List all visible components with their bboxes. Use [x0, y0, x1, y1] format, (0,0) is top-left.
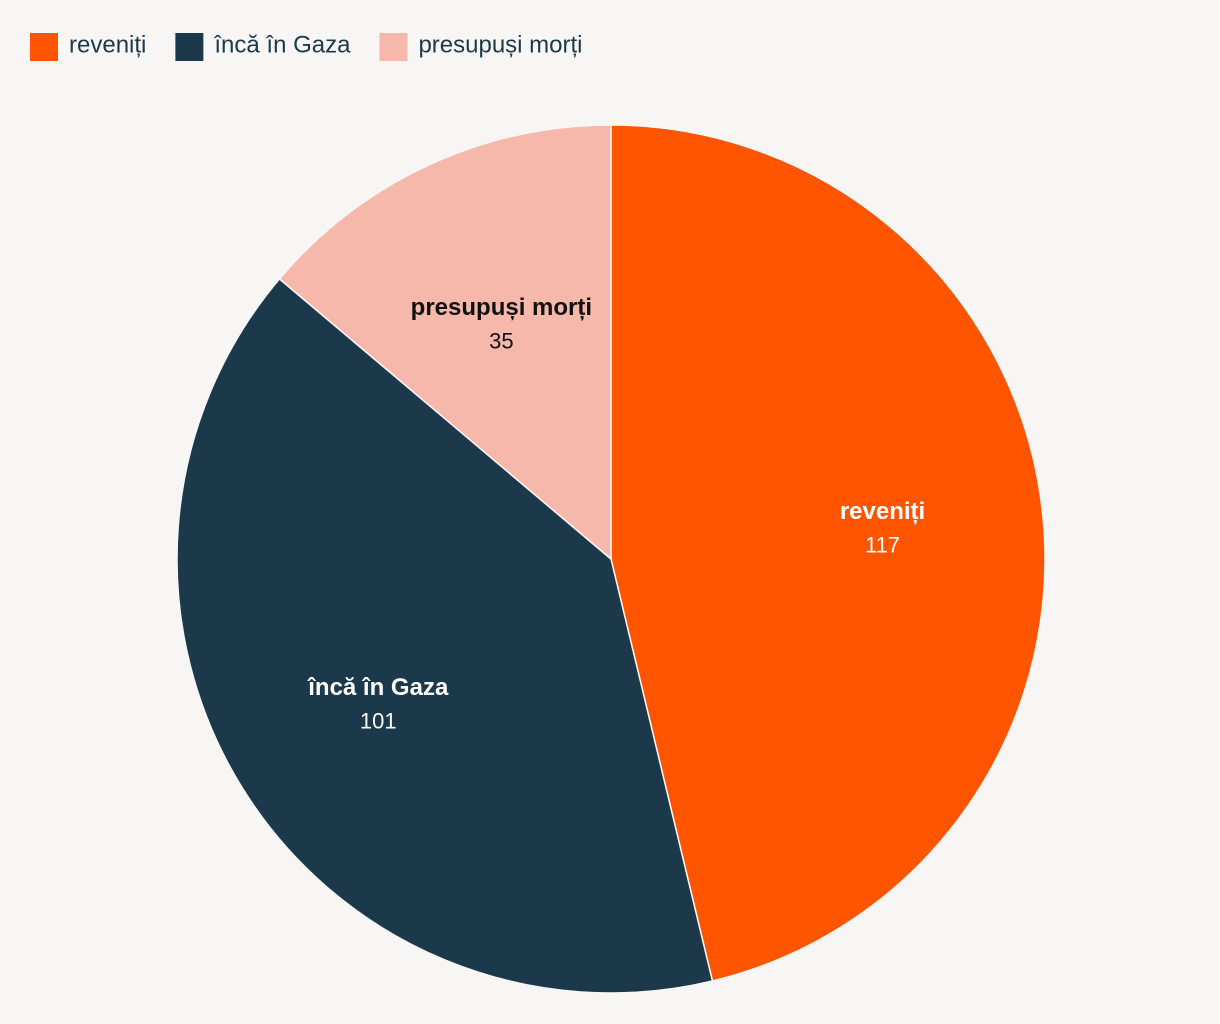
pie-slice	[610, 124, 1046, 982]
slice-value: 117	[865, 533, 900, 558]
legend-label: presupuși morți	[418, 31, 582, 58]
slice-value: 35	[489, 329, 513, 354]
slice-value: 101	[360, 708, 397, 733]
legend-swatch	[379, 33, 408, 61]
pie-slice	[176, 277, 714, 994]
legend-swatch	[175, 33, 204, 61]
legend-swatch	[30, 33, 58, 61]
legend-label: încă în Gaza	[213, 31, 351, 58]
legend-label: reveniți	[69, 31, 146, 58]
slice-label: reveniți	[840, 498, 925, 525]
pie-slice	[278, 124, 612, 561]
slice-label: încă în Gaza	[307, 674, 449, 701]
slice-label: presupuși morți	[411, 294, 592, 321]
